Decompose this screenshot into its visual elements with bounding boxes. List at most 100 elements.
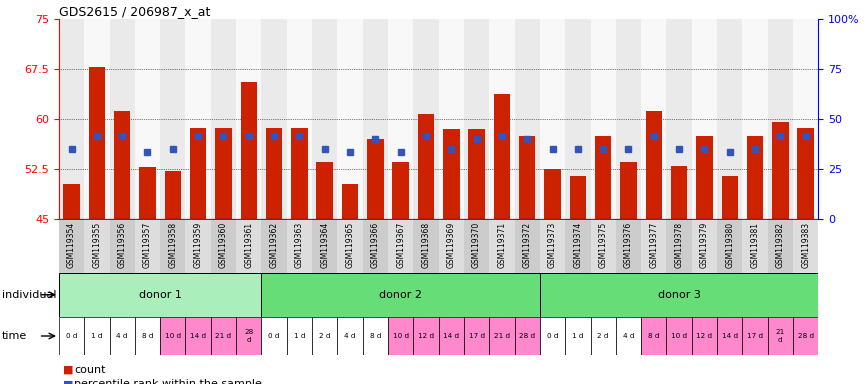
Bar xyxy=(160,317,185,355)
Text: 0 d: 0 d xyxy=(66,333,77,339)
Bar xyxy=(438,219,464,273)
Bar xyxy=(641,19,667,219)
Bar xyxy=(667,19,692,219)
Text: GSM119369: GSM119369 xyxy=(447,222,456,268)
Text: 14 d: 14 d xyxy=(721,333,738,339)
Bar xyxy=(692,19,717,219)
Bar xyxy=(135,219,160,273)
Bar xyxy=(59,19,84,219)
Bar xyxy=(438,317,464,355)
Bar xyxy=(692,219,717,273)
Text: 21 d: 21 d xyxy=(216,333,231,339)
Text: 21
d: 21 d xyxy=(776,329,785,343)
Text: GSM119364: GSM119364 xyxy=(320,222,329,268)
Text: GSM119357: GSM119357 xyxy=(143,222,152,268)
Bar xyxy=(519,136,535,219)
Bar xyxy=(135,317,160,355)
Bar xyxy=(667,219,692,273)
Bar xyxy=(793,219,818,273)
Bar xyxy=(438,19,464,219)
Bar xyxy=(210,317,236,355)
Text: GSM119355: GSM119355 xyxy=(93,222,101,268)
Text: 4 d: 4 d xyxy=(623,333,634,339)
Bar xyxy=(342,184,359,219)
Text: 8 d: 8 d xyxy=(370,333,381,339)
Bar xyxy=(768,219,793,273)
Text: 28 d: 28 d xyxy=(520,333,535,339)
Text: GSM119370: GSM119370 xyxy=(472,222,481,268)
Bar xyxy=(746,136,763,219)
Text: GSM119382: GSM119382 xyxy=(776,222,785,268)
Bar xyxy=(514,219,540,273)
Bar xyxy=(160,219,185,273)
Bar xyxy=(464,317,489,355)
Text: 14 d: 14 d xyxy=(190,333,206,339)
Bar xyxy=(798,128,814,219)
Bar xyxy=(616,19,641,219)
Text: 17 d: 17 d xyxy=(469,333,485,339)
Bar xyxy=(338,317,363,355)
Text: individual: individual xyxy=(2,290,56,300)
Bar xyxy=(109,317,135,355)
Bar xyxy=(59,273,262,317)
Bar xyxy=(692,317,717,355)
Bar xyxy=(388,317,413,355)
Text: 4 d: 4 d xyxy=(116,333,128,339)
Bar xyxy=(717,19,742,219)
Text: 21 d: 21 d xyxy=(494,333,510,339)
Text: 2 d: 2 d xyxy=(598,333,609,339)
Bar xyxy=(616,317,641,355)
Bar xyxy=(338,219,363,273)
Bar xyxy=(413,219,438,273)
Bar xyxy=(717,219,742,273)
Text: GSM119356: GSM119356 xyxy=(118,222,126,268)
Bar xyxy=(165,171,181,219)
Bar xyxy=(338,19,363,219)
Bar xyxy=(363,219,388,273)
Bar xyxy=(620,162,637,219)
Text: GSM119371: GSM119371 xyxy=(497,222,507,268)
Text: 28
d: 28 d xyxy=(244,329,254,343)
Bar xyxy=(262,219,287,273)
Bar xyxy=(742,19,768,219)
Text: GSM119375: GSM119375 xyxy=(598,222,608,268)
Text: GSM119359: GSM119359 xyxy=(194,222,203,268)
Text: 10 d: 10 d xyxy=(671,333,688,339)
Bar xyxy=(565,317,591,355)
Bar xyxy=(742,219,768,273)
Bar xyxy=(363,19,388,219)
Text: GDS2615 / 206987_x_at: GDS2615 / 206987_x_at xyxy=(59,5,210,18)
Text: 0 d: 0 d xyxy=(268,333,280,339)
Bar xyxy=(793,317,818,355)
Bar xyxy=(312,219,338,273)
Bar xyxy=(591,19,616,219)
Bar xyxy=(591,317,616,355)
Bar xyxy=(109,219,135,273)
Text: GSM119363: GSM119363 xyxy=(295,222,304,268)
Bar xyxy=(540,19,565,219)
Bar xyxy=(464,19,489,219)
Bar xyxy=(236,317,262,355)
Bar xyxy=(595,136,611,219)
Bar xyxy=(84,219,109,273)
Text: ■: ■ xyxy=(63,365,74,375)
Text: GSM119380: GSM119380 xyxy=(725,222,734,268)
Text: GSM119377: GSM119377 xyxy=(650,222,658,268)
Text: 10 d: 10 d xyxy=(392,333,409,339)
Bar xyxy=(793,19,818,219)
Bar xyxy=(287,19,312,219)
Text: donor 1: donor 1 xyxy=(139,290,182,300)
Bar xyxy=(768,317,793,355)
Bar xyxy=(489,317,514,355)
Bar xyxy=(772,122,789,219)
Bar xyxy=(388,219,413,273)
Text: GSM119373: GSM119373 xyxy=(548,222,557,268)
Bar xyxy=(367,139,384,219)
Bar xyxy=(671,166,688,219)
Bar xyxy=(190,128,206,219)
Bar xyxy=(210,219,236,273)
Bar xyxy=(160,19,185,219)
Bar xyxy=(312,317,338,355)
Bar xyxy=(262,317,287,355)
Bar xyxy=(645,111,662,219)
